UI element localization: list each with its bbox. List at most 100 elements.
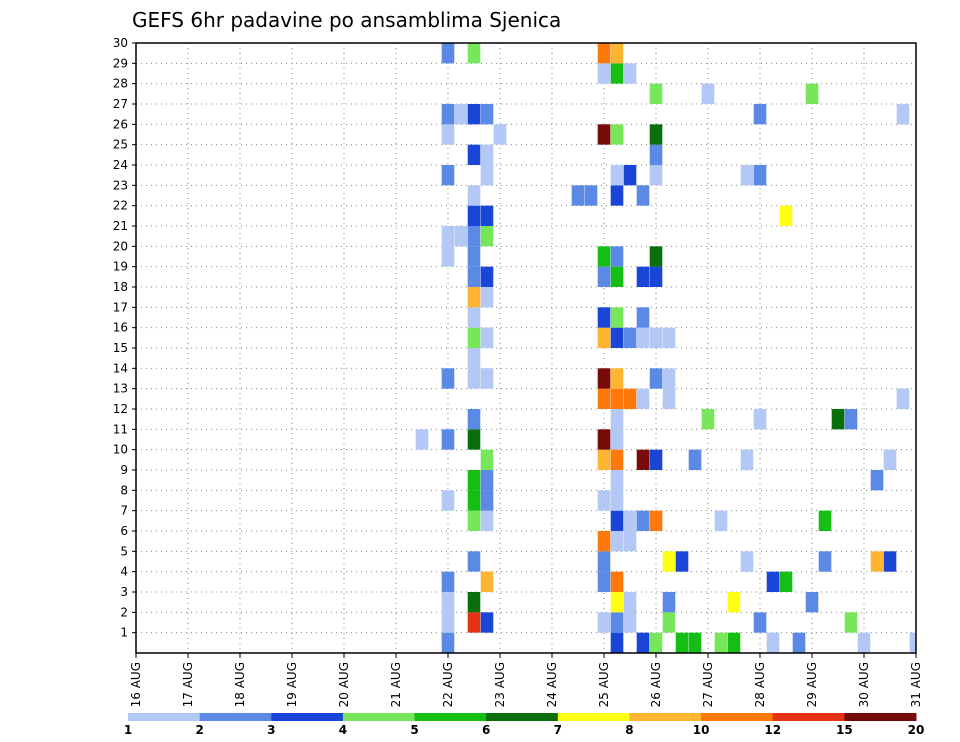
heatmap-cell bbox=[753, 612, 767, 633]
heatmap-cell bbox=[662, 388, 676, 409]
heatmap-cell bbox=[610, 490, 624, 511]
colorbar-swatch bbox=[844, 713, 917, 721]
heatmap-cell bbox=[688, 632, 702, 653]
heatmap-cell bbox=[467, 307, 481, 328]
y-tick-label: 14 bbox=[113, 361, 128, 375]
colorbar-label: 7 bbox=[554, 723, 562, 737]
y-axis: 1234567891011121314151617181920212223242… bbox=[113, 36, 136, 640]
heatmap-cell bbox=[441, 632, 455, 653]
heatmap-cell bbox=[610, 470, 624, 491]
heatmap-cell bbox=[480, 226, 494, 247]
heatmap-cell bbox=[610, 449, 624, 470]
y-tick-label: 25 bbox=[113, 138, 128, 152]
y-tick-label: 26 bbox=[113, 117, 128, 131]
heatmap-cell bbox=[610, 592, 624, 613]
heatmap-cell bbox=[467, 226, 481, 247]
heatmap-cell bbox=[467, 470, 481, 491]
heatmap-cell bbox=[805, 592, 819, 613]
x-tick-label: 18 AUG bbox=[233, 662, 247, 707]
heatmap-cell bbox=[649, 165, 663, 186]
heatmap-cell bbox=[441, 368, 455, 389]
colorbar-swatch bbox=[128, 713, 201, 721]
y-tick-label: 5 bbox=[120, 544, 128, 558]
y-tick-label: 10 bbox=[113, 443, 128, 457]
y-tick-label: 13 bbox=[113, 382, 128, 396]
heatmap-cell bbox=[480, 470, 494, 491]
heatmap-cell bbox=[636, 327, 650, 348]
heatmap-cell bbox=[467, 43, 481, 64]
colorbar-swatch bbox=[557, 713, 630, 721]
y-tick-label: 28 bbox=[113, 77, 128, 91]
x-tick-label: 31 AUG bbox=[909, 662, 923, 707]
heatmap-cell bbox=[818, 551, 832, 572]
heatmap-cell bbox=[610, 43, 624, 64]
x-tick-label: 29 AUG bbox=[805, 662, 819, 707]
heatmap-cell bbox=[480, 205, 494, 226]
heatmap-cell bbox=[467, 104, 481, 125]
heatmap-cell bbox=[870, 551, 884, 572]
colorbar-label: 3 bbox=[267, 723, 275, 737]
heatmap-cell bbox=[610, 388, 624, 409]
x-tick-label: 23 AUG bbox=[493, 662, 507, 707]
heatmap-cell bbox=[610, 266, 624, 287]
colorbar-label: 8 bbox=[625, 723, 633, 737]
heatmap-cell bbox=[909, 632, 916, 653]
heatmap-cell bbox=[792, 632, 806, 653]
heatmap-cell bbox=[766, 632, 780, 653]
heatmap-cell bbox=[714, 632, 728, 653]
heatmap-cell bbox=[597, 63, 611, 84]
heatmap-cell bbox=[415, 429, 429, 450]
heatmap-cell bbox=[597, 429, 611, 450]
heatmap-cell bbox=[649, 510, 663, 531]
heatmap-cell bbox=[844, 409, 858, 430]
heatmap-cell bbox=[597, 531, 611, 552]
y-tick-label: 22 bbox=[113, 199, 128, 213]
heatmap-cell bbox=[662, 368, 676, 389]
heatmap-cell bbox=[818, 510, 832, 531]
y-tick-label: 6 bbox=[120, 524, 128, 538]
heatmap-cell bbox=[701, 409, 715, 430]
heatmap-cell bbox=[740, 449, 754, 470]
heatmap-cell bbox=[831, 409, 845, 430]
heatmap-cell bbox=[454, 226, 468, 247]
heatmap-cell bbox=[649, 246, 663, 267]
heatmap-cell bbox=[649, 83, 663, 104]
heatmap-cell bbox=[597, 612, 611, 633]
heatmap-cell bbox=[675, 632, 689, 653]
heatmap-cell bbox=[896, 388, 910, 409]
colorbar-swatch bbox=[271, 713, 344, 721]
heatmap-cell bbox=[623, 531, 637, 552]
y-tick-label: 12 bbox=[113, 402, 128, 416]
heatmap-cell bbox=[623, 327, 637, 348]
colorbar-label: 4 bbox=[339, 723, 347, 737]
heatmap-cell bbox=[649, 144, 663, 165]
x-tick-label: 25 AUG bbox=[597, 662, 611, 707]
heatmap-cell bbox=[623, 388, 637, 409]
heatmap-cell bbox=[467, 429, 481, 450]
heatmap-cell bbox=[441, 226, 455, 247]
heatmap-cell bbox=[467, 246, 481, 267]
heatmap-cell bbox=[610, 429, 624, 450]
heatmap-cell bbox=[480, 144, 494, 165]
heatmap-cell bbox=[766, 571, 780, 592]
y-tick-label: 9 bbox=[120, 463, 128, 477]
y-tick-label: 8 bbox=[120, 483, 128, 497]
heatmap-cell bbox=[649, 327, 663, 348]
heatmap-cell bbox=[623, 592, 637, 613]
heatmap-cell bbox=[727, 632, 741, 653]
heatmap-cell bbox=[727, 592, 741, 613]
heatmap-cell bbox=[870, 470, 884, 491]
heatmap-cell bbox=[441, 124, 455, 145]
colorbar-label: 2 bbox=[195, 723, 203, 737]
y-tick-label: 2 bbox=[120, 605, 128, 619]
heatmap-cell bbox=[610, 612, 624, 633]
heatmap-cell bbox=[688, 449, 702, 470]
colorbar: 1 2 3 4 5 6 7 8 10 12 15 20 bbox=[124, 713, 924, 737]
heatmap-cell bbox=[597, 449, 611, 470]
heatmap-cell bbox=[740, 165, 754, 186]
colorbar-label: 12 bbox=[764, 723, 781, 737]
heatmap-cell bbox=[649, 368, 663, 389]
y-tick-label: 4 bbox=[120, 565, 128, 579]
heatmap-cell bbox=[844, 612, 858, 633]
